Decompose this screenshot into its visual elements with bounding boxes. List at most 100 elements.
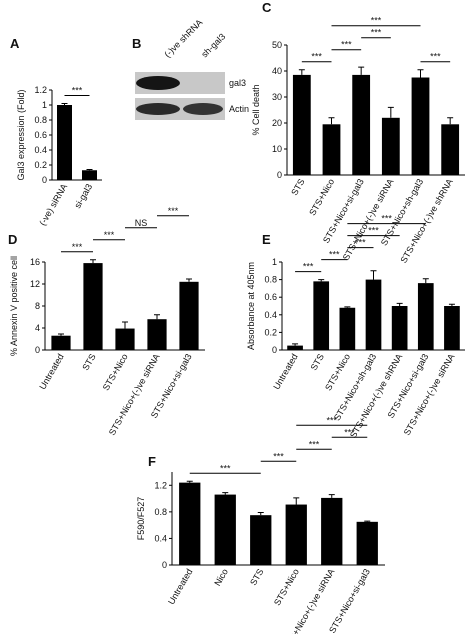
y-tick-label: 30 [272, 92, 282, 102]
bar [214, 494, 236, 565]
bar [411, 77, 430, 175]
significance-label: *** [355, 238, 366, 248]
y-tick-label: 0.8 [154, 507, 167, 517]
y-tick-label: 1 [42, 100, 47, 110]
panel-letter: C [262, 0, 272, 15]
blot-band [183, 103, 223, 115]
y-tick-label: 50 [272, 40, 282, 50]
y-tick-label: 1 [272, 257, 277, 267]
error-bar [86, 169, 93, 171]
bar [313, 281, 330, 350]
y-tick-label: 0.4 [264, 310, 277, 320]
y-tick-label: 0.4 [34, 145, 47, 155]
error-bar [61, 103, 68, 105]
y-tick-label: 16 [30, 257, 40, 267]
error-bar [422, 278, 429, 284]
y-tick-label: 1.2 [34, 85, 47, 95]
y-axis-label: F590/F527 [136, 497, 146, 541]
bar [352, 74, 371, 175]
bar [147, 319, 167, 350]
error-bar [293, 497, 300, 505]
significance-label: *** [371, 16, 382, 26]
significance-label: *** [368, 226, 379, 236]
significance-label: *** [371, 28, 382, 38]
error-bar [222, 492, 229, 495]
error-bar [328, 117, 335, 125]
bar [179, 281, 199, 350]
bar [287, 345, 303, 350]
error-bar [387, 106, 394, 118]
x-tick-label: STS+Nico [272, 567, 301, 607]
x-tick-label: si-gal3 [72, 182, 94, 210]
bar [356, 521, 378, 565]
y-tick-label: 12 [30, 279, 40, 289]
x-tick-label: (-ve) siRNA [37, 182, 69, 227]
error-bar [396, 302, 403, 306]
significance-label: *** [341, 40, 352, 50]
error-bar [186, 480, 193, 483]
y-tick-label: 0.2 [34, 160, 47, 170]
x-tick-label: Untreated [166, 567, 194, 606]
y-axis-label: % Cell death [251, 84, 261, 135]
error-bar [344, 306, 351, 308]
y-tick-label: 0 [42, 175, 47, 185]
error-bar [417, 69, 424, 78]
x-tick-label: STS [309, 352, 326, 372]
y-tick-label: 8 [35, 301, 40, 311]
x-tick-label: Untreated [271, 352, 299, 391]
x-tick-label: STS [80, 352, 97, 372]
y-tick-label: 0.6 [264, 292, 277, 302]
x-tick-label: Untreated [37, 352, 65, 391]
y-tick-label: 10 [272, 144, 282, 154]
x-tick-label: Nico [212, 567, 230, 588]
panel-letter: A [10, 36, 20, 51]
x-tick-label: STS [248, 567, 265, 587]
bar [444, 306, 460, 350]
panel-letter: F [148, 454, 156, 469]
y-tick-label: 4 [35, 323, 40, 333]
bar [57, 105, 72, 180]
bar [285, 504, 307, 565]
band-label: Actin [229, 104, 249, 114]
significance-label: *** [104, 230, 115, 240]
bar [417, 283, 434, 350]
error-bar [447, 117, 454, 125]
bar [365, 279, 382, 350]
lane-label: (-)ve shRNA [162, 17, 204, 59]
y-tick-label: 0.8 [34, 115, 47, 125]
y-tick-label: 0 [272, 345, 277, 355]
y-tick-label: 0.6 [34, 130, 47, 140]
significance-label: *** [311, 52, 322, 62]
panel-letter: D [8, 232, 17, 247]
y-axis-label: % Annexin V positive cell [9, 256, 19, 356]
x-tick-label: STS [289, 177, 306, 197]
y-tick-label: 0.4 [154, 533, 167, 543]
y-tick-label: 0 [35, 345, 40, 355]
lane-label: sh-gal3 [199, 31, 227, 59]
bar [292, 74, 311, 175]
bar [339, 307, 356, 350]
blot-band [136, 76, 180, 90]
x-tick-label: STS+Nico [323, 352, 352, 392]
error-bar [298, 69, 305, 75]
x-tick-label: STS+Nico+(-)ve siRNA [402, 352, 457, 437]
significance-label: *** [220, 463, 231, 473]
y-tick-label: 0 [162, 560, 167, 570]
band-label: gal3 [229, 78, 246, 88]
x-tick-label: STS+Nico [101, 352, 130, 392]
bar [381, 117, 400, 175]
significance-label: *** [72, 86, 83, 96]
significance-label: *** [430, 52, 441, 62]
y-tick-label: 20 [272, 118, 282, 128]
error-bar [122, 321, 128, 329]
x-tick-label: STS+Nico+si-gal3 [327, 567, 372, 634]
blot-band [136, 103, 180, 115]
bar [391, 306, 408, 350]
y-axis-label: Gal3 expression (Fold) [16, 89, 26, 180]
y-tick-label: 1.2 [154, 480, 167, 490]
error-bar [90, 259, 96, 264]
panel-letter: B [132, 36, 141, 51]
error-bar [328, 494, 335, 498]
y-tick-label: 40 [272, 66, 282, 76]
